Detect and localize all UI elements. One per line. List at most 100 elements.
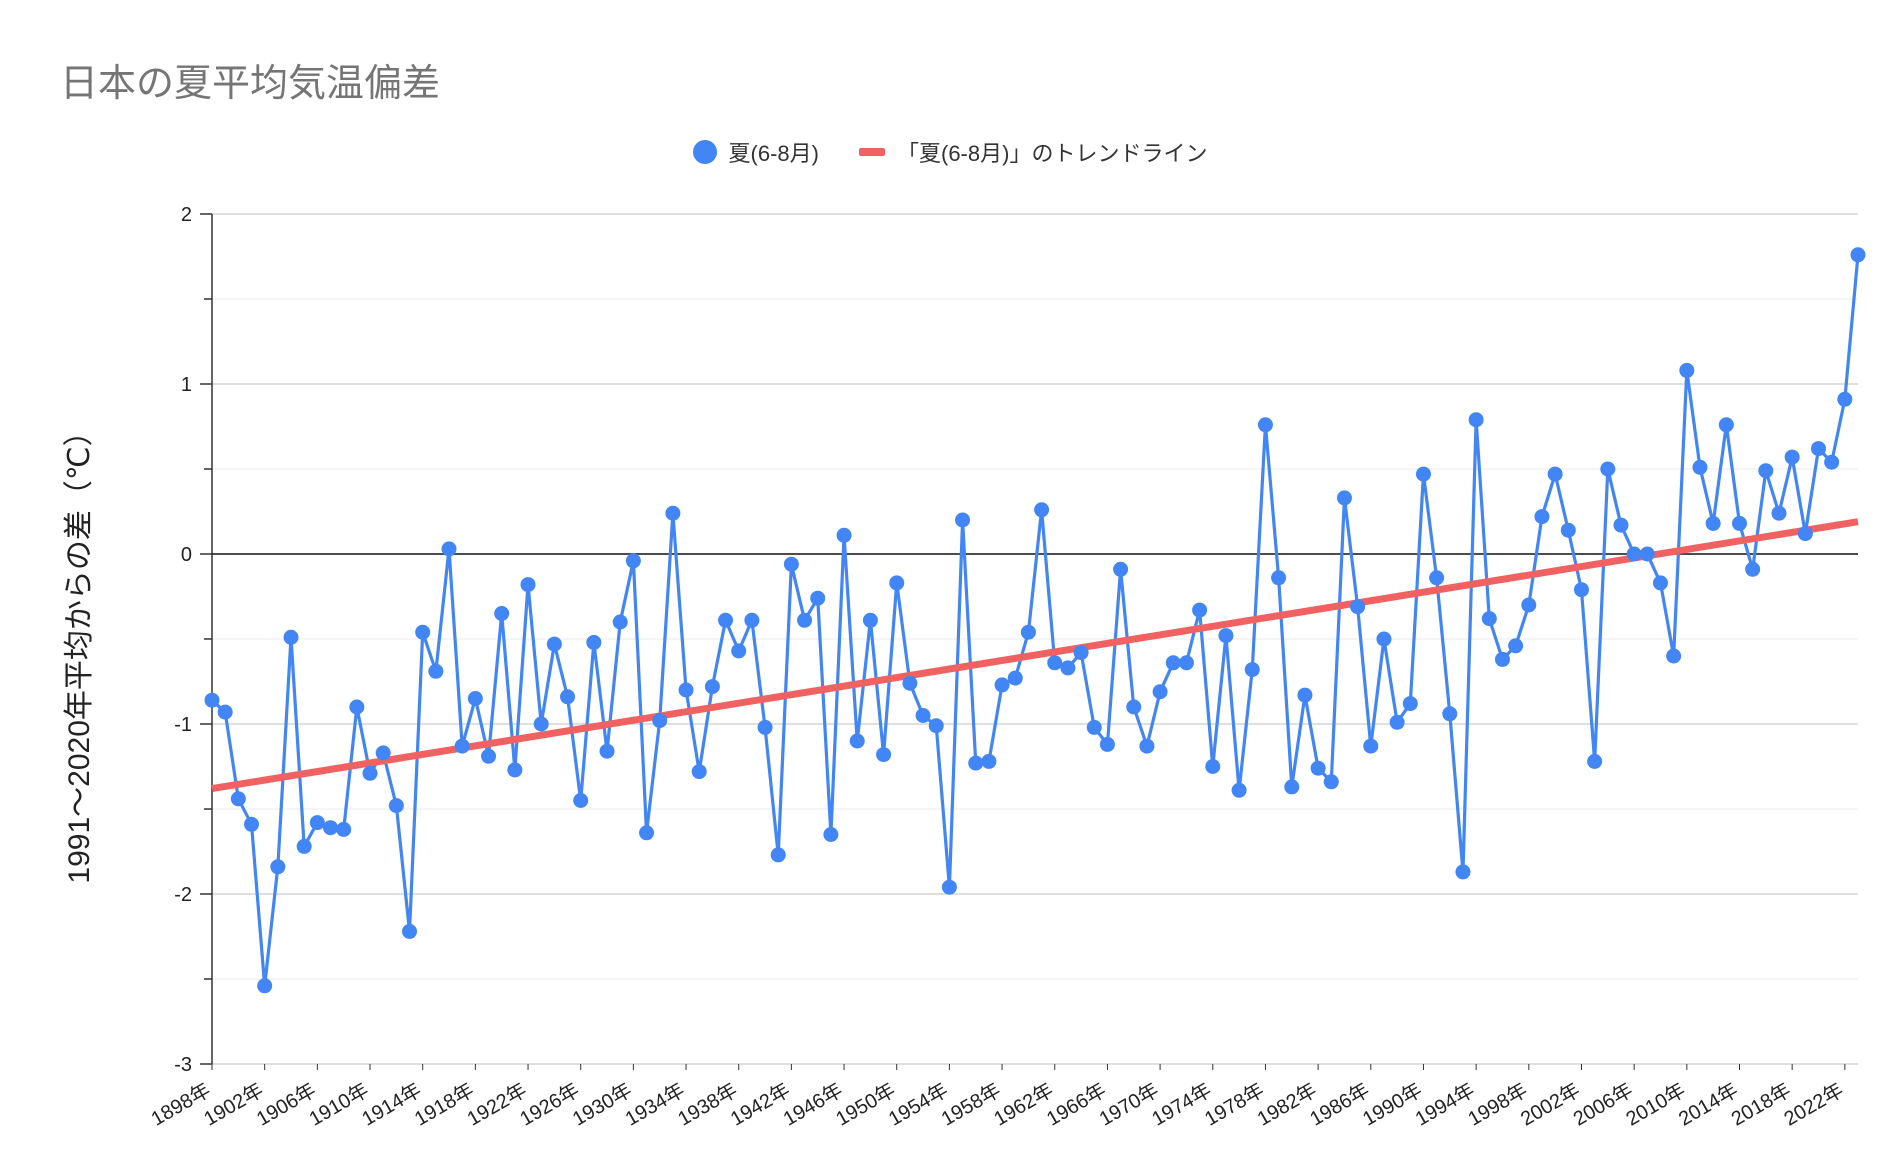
data-point-1950: [889, 575, 905, 591]
series-line-summer: [210, 254, 1860, 988]
trend-line: [211, 518, 1859, 793]
data-point-1977: [1244, 662, 1260, 678]
data-point-1915: [428, 663, 444, 679]
data-point-1942: [783, 556, 799, 572]
data-point-2018: [1784, 449, 1800, 465]
data-point-2019: [1797, 526, 1813, 542]
x-tick-label: 1934年: [621, 1078, 688, 1130]
data-point-1954: [941, 879, 957, 895]
data-point-1946: [836, 527, 852, 543]
data-point-2005: [1613, 517, 1629, 533]
data-point-1992: [1442, 706, 1458, 722]
data-point-1988: [1389, 714, 1405, 730]
x-tick-label: 1922年: [463, 1078, 530, 1130]
legend-entry-trend[interactable]: 「夏(6-8月)」のトレンドライン: [859, 136, 1207, 168]
data-point-1912: [388, 798, 404, 814]
data-point-1902: [257, 978, 273, 994]
data-point-1953: [928, 718, 944, 734]
x-tick-label: 1950年: [832, 1078, 899, 1130]
x-tick-label: 1974年: [1148, 1078, 1215, 1130]
data-point-1976: [1231, 782, 1247, 798]
legend-line-icon: [859, 148, 885, 156]
chart-title: 日本の夏平均気温偏差: [60, 61, 441, 105]
data-point-2001: [1560, 522, 1576, 538]
y-tick-label: 1: [181, 374, 192, 396]
x-tick-label: 1958年: [937, 1078, 1004, 1130]
x-tick-label: 1962年: [990, 1078, 1057, 1130]
data-point-1941: [770, 847, 786, 863]
data-point-1919: [481, 748, 497, 764]
x-tick-label: 1954年: [885, 1078, 952, 1130]
data-point-1990: [1415, 466, 1431, 482]
data-point-1903: [270, 859, 286, 875]
data-point-2000: [1547, 466, 1563, 482]
data-point-1957: [981, 753, 997, 769]
data-point-2004: [1600, 461, 1616, 477]
y-tick-label: 2: [181, 204, 192, 226]
data-point-1963: [1060, 660, 1076, 676]
data-point-1943: [797, 612, 813, 628]
data-point-1958: [994, 677, 1010, 693]
data-point-1904: [283, 629, 299, 645]
legend-entry-summer[interactable]: 夏(6-8月): [692, 136, 819, 168]
y-axis-label: 1991〜2020年平均からの差（℃）: [63, 416, 96, 884]
data-point-1991: [1429, 570, 1445, 586]
x-tick-label: 1994年: [1411, 1078, 1478, 1130]
data-point-1962: [1047, 655, 1063, 671]
data-point-1940: [757, 719, 773, 735]
data-point-1937: [718, 612, 734, 628]
x-tick-label: 1930年: [569, 1078, 636, 1130]
data-point-1928: [599, 743, 615, 759]
data-point-1961: [1034, 502, 1050, 518]
x-tick-label: 1942年: [727, 1078, 794, 1130]
x-tick-label: 1978年: [1201, 1078, 1268, 1130]
data-point-2007: [1639, 546, 1655, 562]
data-point-2015: [1745, 561, 1761, 577]
data-point-1986: [1363, 738, 1379, 754]
data-point-1994: [1468, 412, 1484, 428]
data-point-1948: [862, 612, 878, 628]
data-point-1999: [1534, 509, 1550, 525]
data-point-1923: [533, 716, 549, 732]
x-tick-label: 1990年: [1359, 1078, 1426, 1130]
data-point-1973: [1192, 602, 1208, 618]
data-point-1910: [362, 765, 378, 781]
x-tick-label: 2006年: [1569, 1078, 1636, 1130]
data-point-2013: [1718, 417, 1734, 433]
legend-dot-icon: [692, 140, 717, 164]
data-point-1918: [467, 691, 483, 706]
data-point-1927: [586, 634, 602, 650]
data-point-1914: [415, 624, 431, 640]
data-point-1933: [665, 505, 681, 521]
data-point-1913: [402, 923, 418, 939]
data-point-1997: [1508, 638, 1524, 654]
data-point-1969: [1139, 738, 1155, 754]
data-point-1960: [1020, 624, 1036, 640]
y-tick-label: -3: [174, 1054, 192, 1076]
data-point-1980: [1284, 779, 1300, 795]
x-tick-label: 1986年: [1306, 1078, 1373, 1130]
x-tick-label: 2014年: [1675, 1078, 1742, 1130]
data-point-1916: [441, 541, 457, 557]
data-point-2008: [1652, 575, 1668, 591]
data-point-2017: [1771, 505, 1787, 521]
data-point-1944: [810, 590, 826, 606]
data-point-1982: [1310, 760, 1326, 776]
data-point-1981: [1297, 687, 1313, 703]
data-point-2009: [1666, 648, 1682, 664]
x-tick-label: 2010年: [1622, 1078, 1689, 1130]
data-point-1983: [1323, 774, 1339, 790]
data-point-1995: [1481, 611, 1497, 627]
data-point-1989: [1402, 696, 1418, 712]
data-point-2012: [1705, 515, 1721, 531]
data-point-1909: [349, 699, 365, 715]
data-point-1974: [1205, 759, 1221, 774]
data-point-1972: [1178, 655, 1194, 671]
data-point-1911: [375, 745, 391, 761]
data-point-1949: [876, 747, 892, 763]
data-point-1993: [1455, 864, 1471, 880]
data-point-2014: [1731, 515, 1747, 531]
data-point-1929: [612, 614, 628, 630]
y-tick-label: -1: [174, 714, 192, 736]
data-point-1900: [230, 791, 246, 807]
